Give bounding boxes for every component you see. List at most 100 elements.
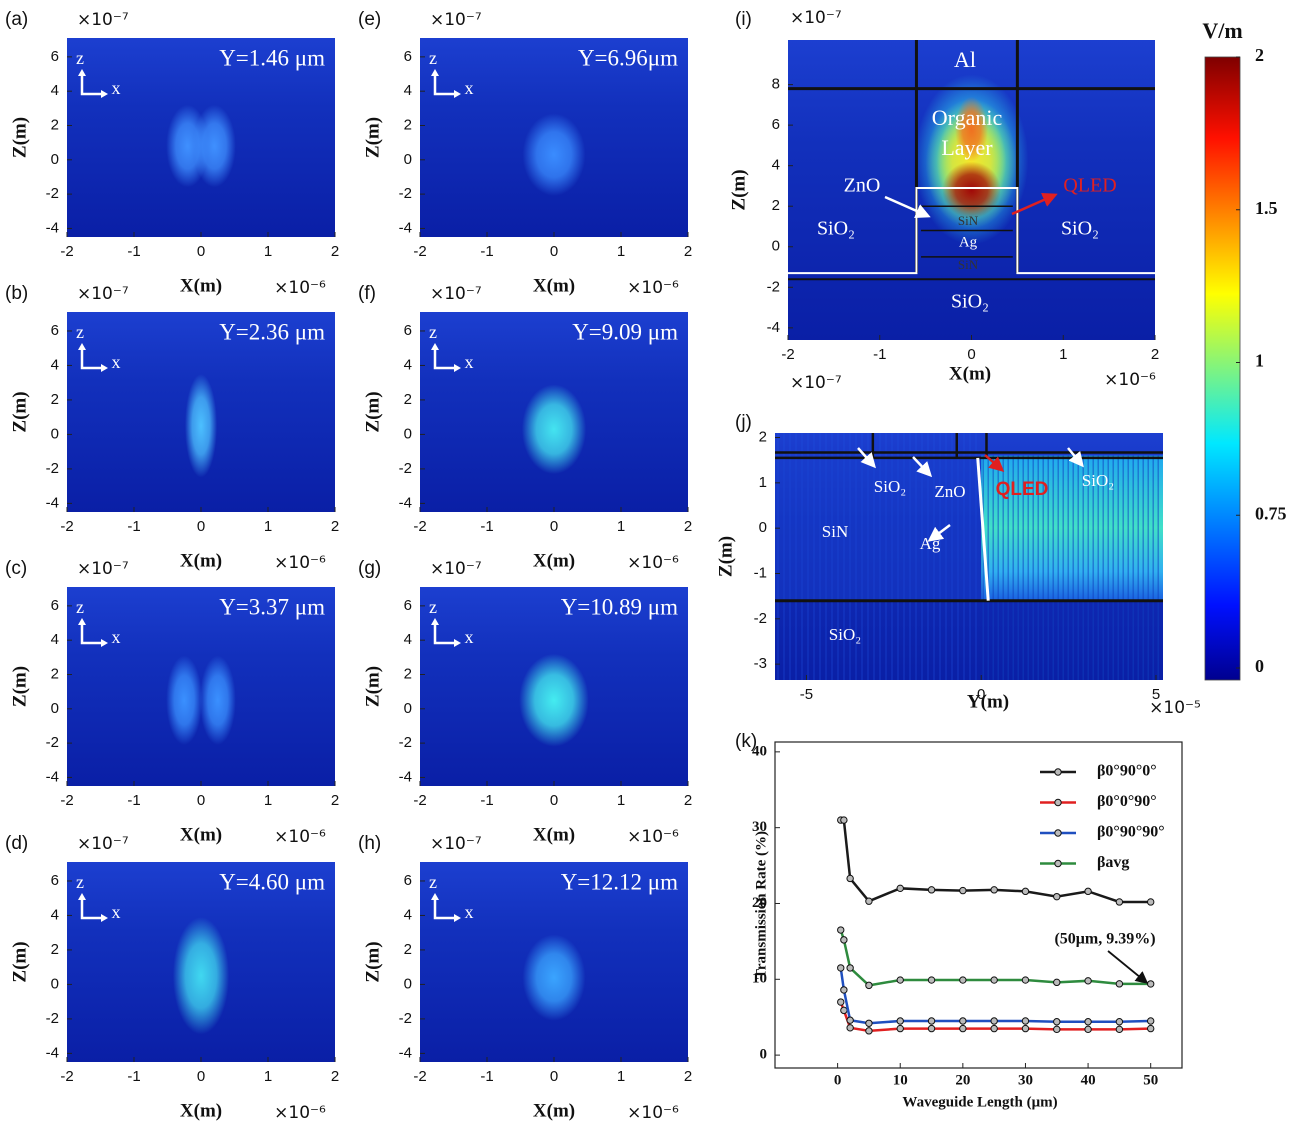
field-spot: [166, 655, 203, 745]
x-multiplier: ×10⁻⁵: [1149, 698, 1201, 718]
data-point: [865, 1019, 873, 1027]
data-point: [846, 1024, 854, 1032]
y-axis-label: Z(m): [9, 941, 30, 982]
y-multiplier: ×10⁻⁷: [430, 834, 482, 854]
x-tick-label: 0: [550, 792, 558, 809]
x-tick-label: 40: [1081, 1072, 1096, 1088]
x-tick-label: 0: [550, 243, 558, 260]
y-multiplier: ×10⁻⁷: [790, 8, 842, 28]
y-tick-label: -4: [46, 768, 59, 785]
frame-arrowhead: [431, 893, 461, 922]
y-axis-label: Z(m): [362, 941, 383, 982]
field-spot: [942, 161, 1001, 219]
x-tick-label: 0: [834, 1072, 842, 1088]
y-tick-label: -4: [46, 1044, 59, 1061]
y-tick-label: 6: [404, 48, 412, 65]
y-tick-label: 2: [404, 391, 412, 408]
region-label: SiN: [822, 522, 848, 541]
data-point: [959, 1024, 967, 1033]
x-tick-label: 1: [617, 1068, 625, 1085]
frame-arrow: [433, 346, 457, 370]
x-axis-label: X(m): [180, 824, 222, 845]
x-axis-label: X(m): [533, 275, 575, 296]
x-tick-label: -1: [127, 792, 140, 809]
x-axis-label: X(m): [180, 275, 222, 296]
point-annotation: (50μm, 9.39%): [1054, 931, 1155, 948]
frame-arrowhead: [78, 893, 108, 922]
y-tick-label: 6: [404, 322, 412, 339]
y-tick-label: 0: [760, 1047, 768, 1063]
region-label: Ag: [959, 234, 978, 250]
field-spot: [954, 96, 989, 162]
data-point: [959, 1017, 967, 1025]
y-multiplier: ×10⁻⁷: [790, 373, 842, 393]
frame-label: z: [429, 872, 437, 892]
y-tick-label: 4: [404, 631, 412, 648]
y-tick-label: 0: [404, 975, 412, 992]
data-point: [1084, 977, 1092, 985]
plot-area: [420, 587, 688, 786]
data-point: [840, 816, 848, 824]
field-spot: [522, 113, 586, 196]
x-tick-label: -2: [413, 243, 426, 260]
slice-label: Y=12.12 μm: [561, 869, 678, 894]
x-tick-label: 1: [264, 518, 272, 535]
region-label: Layer: [941, 135, 993, 160]
y-multiplier: ×10⁻⁷: [430, 559, 482, 579]
y-tick-label: 2: [51, 665, 59, 682]
frame-label: x: [112, 352, 121, 372]
x-axis-label: Waveguide Length (μm): [902, 1094, 1057, 1110]
x-tick-label: 1: [264, 1068, 272, 1085]
y-tick-label: 40: [752, 743, 767, 759]
field-spot: [521, 384, 587, 475]
frame-arrowhead: [78, 69, 108, 98]
y-tick-label: 30: [752, 819, 767, 835]
region-label: ZnO: [844, 175, 881, 197]
frame-label: x: [465, 78, 474, 98]
y-tick-label: -2: [46, 185, 59, 202]
y-tick-label: 8: [772, 76, 780, 93]
y-tick-label: -2: [399, 185, 412, 202]
field-spot: [522, 934, 586, 1021]
y-tick-label: 6: [51, 872, 59, 889]
frame-arrow: [433, 72, 457, 96]
frame-arrowhead: [431, 618, 461, 647]
frame-arrowhead: [78, 343, 108, 372]
legend-label: β0°90°0°: [1097, 763, 1157, 780]
data-point: [865, 897, 873, 905]
layer-line: [976, 457, 990, 601]
y-tick-label: 0: [404, 425, 412, 442]
y-multiplier: ×10⁻⁷: [430, 284, 482, 304]
x-tick-label: 20: [955, 1072, 970, 1088]
y-axis-label: Z(m): [9, 117, 30, 158]
x-multiplier: ×10⁻⁶: [627, 827, 679, 847]
region-label: Ag: [920, 534, 941, 553]
y-tick-label: -2: [767, 278, 780, 295]
y-tick-label: -1: [754, 564, 767, 581]
x-tick-label: -1: [480, 518, 493, 535]
y-tick-label: 4: [51, 631, 59, 648]
frame-label: x: [112, 627, 121, 647]
frame-arrow: [80, 72, 104, 96]
data-point: [840, 936, 848, 944]
pointer: [984, 454, 1005, 472]
frame-arrow: [433, 621, 457, 645]
data-point: [927, 1017, 936, 1025]
annotation-arrow: [1107, 950, 1149, 984]
x-multiplier: ×10⁻⁶: [627, 278, 679, 298]
x-tick-label: 1: [617, 243, 625, 260]
panel-label: (h): [358, 833, 381, 854]
x-tick-label: -1: [127, 243, 140, 260]
data-point: [1021, 1017, 1030, 1025]
y-tick-label: 2: [772, 197, 780, 214]
x-tick-label: 0: [197, 1068, 205, 1085]
x-multiplier: ×10⁻⁶: [274, 1103, 326, 1123]
x-tick-label: -5: [800, 686, 813, 703]
y-tick-label: 6: [51, 48, 59, 65]
x-tick-label: -2: [413, 792, 426, 809]
region-label: SiO₂: [1082, 471, 1114, 490]
x-tick-label: -2: [413, 518, 426, 535]
y-axis-label: Z(m): [728, 169, 749, 210]
data-point: [896, 976, 904, 984]
y-multiplier: ×10⁻⁷: [77, 284, 129, 304]
